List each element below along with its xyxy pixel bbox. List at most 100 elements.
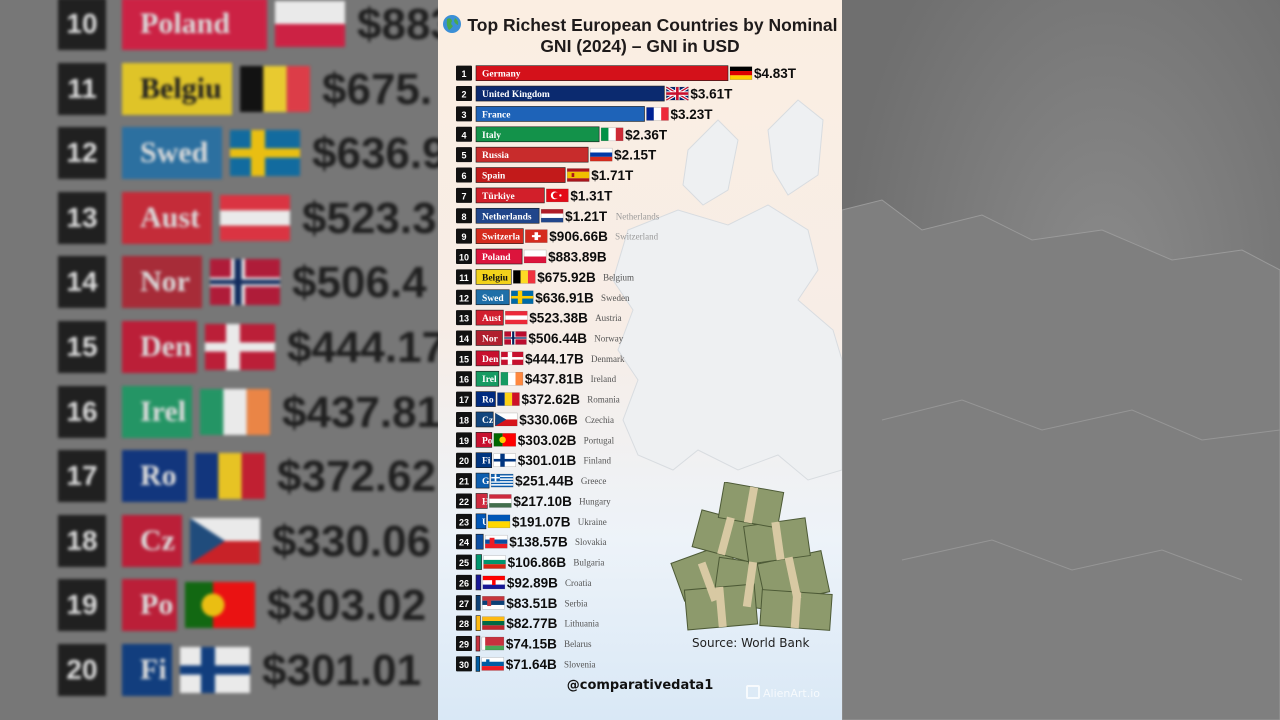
value-label: $71.64B (506, 657, 557, 672)
rank-box (456, 106, 472, 122)
bar-row-italy: 4 Italy $2.36T (456, 126, 668, 142)
background-flag-dk-icon (205, 324, 275, 370)
background-flag-pl-icon (275, 1, 345, 47)
bar-row-poland: 10 Poland $883.89B (456, 248, 607, 265)
background-rank: 17 (58, 450, 106, 503)
background-bar: Nor (122, 256, 202, 309)
background-value: $523.3 (302, 193, 437, 243)
value-label: $3.61T (690, 87, 733, 102)
rank-box (456, 432, 472, 448)
background-bar: Den (122, 321, 197, 373)
value-label: $1.21T (565, 209, 608, 224)
bar-row-t-rkiye: 7 Türkiye $1.31T (456, 187, 613, 204)
bar (475, 167, 566, 183)
rank-label: 14 (459, 334, 469, 344)
background-flag-ie-icon (200, 388, 270, 435)
rank-label: 1 (461, 69, 466, 79)
rank-label: 13 (459, 314, 469, 324)
bar-row-belarus: 29 $74.15B Belarus (456, 635, 592, 652)
background-value: $444.17 (287, 323, 438, 372)
value-label: $1.31T (570, 188, 613, 203)
background-rank: 19 (58, 579, 106, 632)
bar-row-finland: 20 Fi $301.01B Finland (456, 452, 612, 469)
bar (475, 228, 524, 244)
flag-dk-icon (500, 351, 524, 366)
background-rank: 20 (58, 644, 106, 696)
rank-label: 4 (461, 130, 466, 140)
country-side-label: Romania (587, 395, 620, 405)
chart-panel: Top Richest European Countries by Nomina… (438, 0, 842, 720)
background-rank: 10 (58, 0, 106, 50)
background-rank: 14 (58, 256, 106, 309)
background-row: 10 Poland $883 (0, 0, 438, 54)
rank-box (456, 147, 472, 163)
value-label: $82.77B (506, 616, 557, 631)
bar-label: Swed (482, 294, 504, 304)
bar-row-belgium: 11 Belgiu $675.92B Belgium (456, 269, 634, 285)
flag-sk-icon (484, 534, 508, 549)
bar-label: Po (482, 436, 493, 446)
bar-label: Belgiu (482, 273, 509, 283)
background-row: 14 Nor $506.4 (0, 254, 438, 312)
background-bar: Ro (122, 450, 187, 503)
bar-label: Den (482, 355, 499, 365)
background-right-map (842, 0, 1280, 720)
bar (475, 187, 545, 204)
value-label: $106.86B (508, 555, 567, 570)
rank-box (456, 86, 472, 102)
bar-row-ireland: 16 Irel $437.81B Ireland (456, 370, 617, 387)
bar-label: Spain (482, 172, 506, 182)
bar (475, 574, 482, 591)
rank-label: 15 (459, 354, 469, 364)
rank-label: 30 (459, 660, 469, 670)
country-side-label: Bulgaria (573, 558, 604, 568)
bar-label: Poland (482, 253, 511, 263)
bar (475, 554, 482, 570)
bar-row-croatia: 26 $92.89B Croatia (456, 574, 592, 591)
bar-label: France (482, 110, 511, 120)
rank-label: 28 (459, 619, 469, 629)
flag-gb-icon (665, 85, 690, 102)
value-label: $636.91B (535, 290, 594, 305)
background-rank: 11 (58, 62, 106, 115)
flag-hr-icon (482, 575, 506, 590)
bar (475, 533, 484, 550)
bar (475, 432, 493, 448)
rank-label: 16 (459, 375, 469, 385)
background-bar: Poland (122, 0, 267, 50)
value-label: $883.89B (548, 250, 607, 265)
bar-label: Türkiye (482, 192, 515, 202)
value-label: $444.17B (525, 351, 584, 366)
bar-row-ukraine: 23 U $191.07B Ukraine (456, 513, 607, 529)
background-value: $883 (357, 0, 438, 49)
background-bar: Belgiu (122, 62, 232, 115)
value-label: $2.15T (614, 148, 657, 163)
country-side-label: Norway (594, 333, 623, 343)
flag-bg-icon (483, 555, 506, 569)
country-side-label: Portugal (584, 435, 615, 445)
money-stack-icon (670, 482, 833, 631)
rank-box (456, 289, 472, 305)
bar (475, 269, 512, 285)
chart-title-text: Top Richest European Countries by Nomina… (467, 15, 838, 56)
bar-label: Nor (482, 334, 499, 344)
background-bar: Irel (122, 385, 192, 438)
background-bar: Aust (122, 191, 212, 244)
country-side-label: Slovakia (575, 537, 607, 547)
country-side-label: Switzerland (615, 232, 658, 242)
rank-label: 6 (461, 171, 466, 181)
background-value: $372.62 (277, 452, 437, 502)
background-value: $506.4 (292, 258, 427, 308)
bar-label: Fi (482, 457, 491, 467)
rank-label: 22 (459, 497, 469, 507)
country-side-label: Hungary (579, 496, 611, 506)
background-value: $636.9 (312, 129, 438, 179)
flag-pt-icon (493, 433, 517, 447)
rank-box (456, 228, 472, 244)
rank-label: 23 (459, 517, 469, 527)
value-label: $191.07B (512, 514, 571, 529)
bar-row-switzerland: 9 Switzerla $906.66B Switzerland (456, 228, 659, 244)
background-row: 11 Belgiu $675. (0, 61, 438, 119)
bar (475, 452, 493, 469)
bar-row-slovenia: 30 $71.64B Slovenia (456, 656, 595, 672)
